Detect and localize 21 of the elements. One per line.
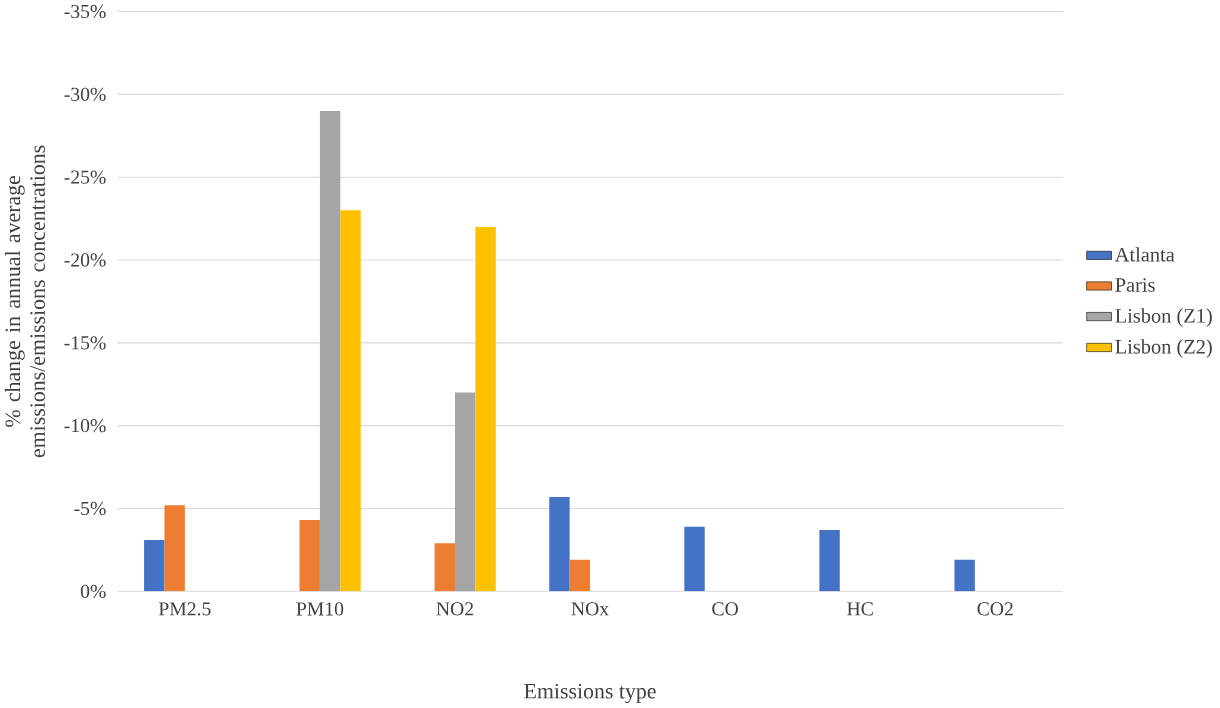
y-tick-label: -25% bbox=[64, 170, 106, 184]
x-tick-label: PM10 bbox=[296, 602, 344, 616]
y-tick-label: -10% bbox=[64, 419, 106, 433]
x-tick-label: CO bbox=[712, 602, 738, 616]
y-tick-label: -35% bbox=[64, 4, 106, 19]
legend-label: Lisbon (Z1) bbox=[1115, 308, 1212, 327]
y-tick-label: -20% bbox=[64, 253, 106, 267]
x-axis-title: Emissions type bbox=[524, 683, 656, 704]
y-tick-label: -30% bbox=[64, 87, 106, 102]
legend-label: Paris bbox=[1115, 278, 1155, 292]
x-tick-label: CO2 bbox=[977, 602, 1013, 616]
y-tick-label: -5% bbox=[74, 501, 106, 516]
y-axis-title: % change in annual average emissions/emissions concentrations bbox=[4, 145, 45, 458]
legend-label: Lisbon (Z2) bbox=[1115, 339, 1212, 358]
x-tick-label: PM2.5 bbox=[158, 602, 211, 616]
x-tick-label: NOx bbox=[571, 602, 609, 616]
y-tick-label: -15% bbox=[64, 336, 106, 350]
y-tick-label: 0% bbox=[80, 584, 106, 599]
x-tick-label: NO2 bbox=[436, 602, 474, 616]
legend-label: Atlanta bbox=[1114, 247, 1175, 262]
x-tick-label: HC bbox=[847, 602, 873, 616]
